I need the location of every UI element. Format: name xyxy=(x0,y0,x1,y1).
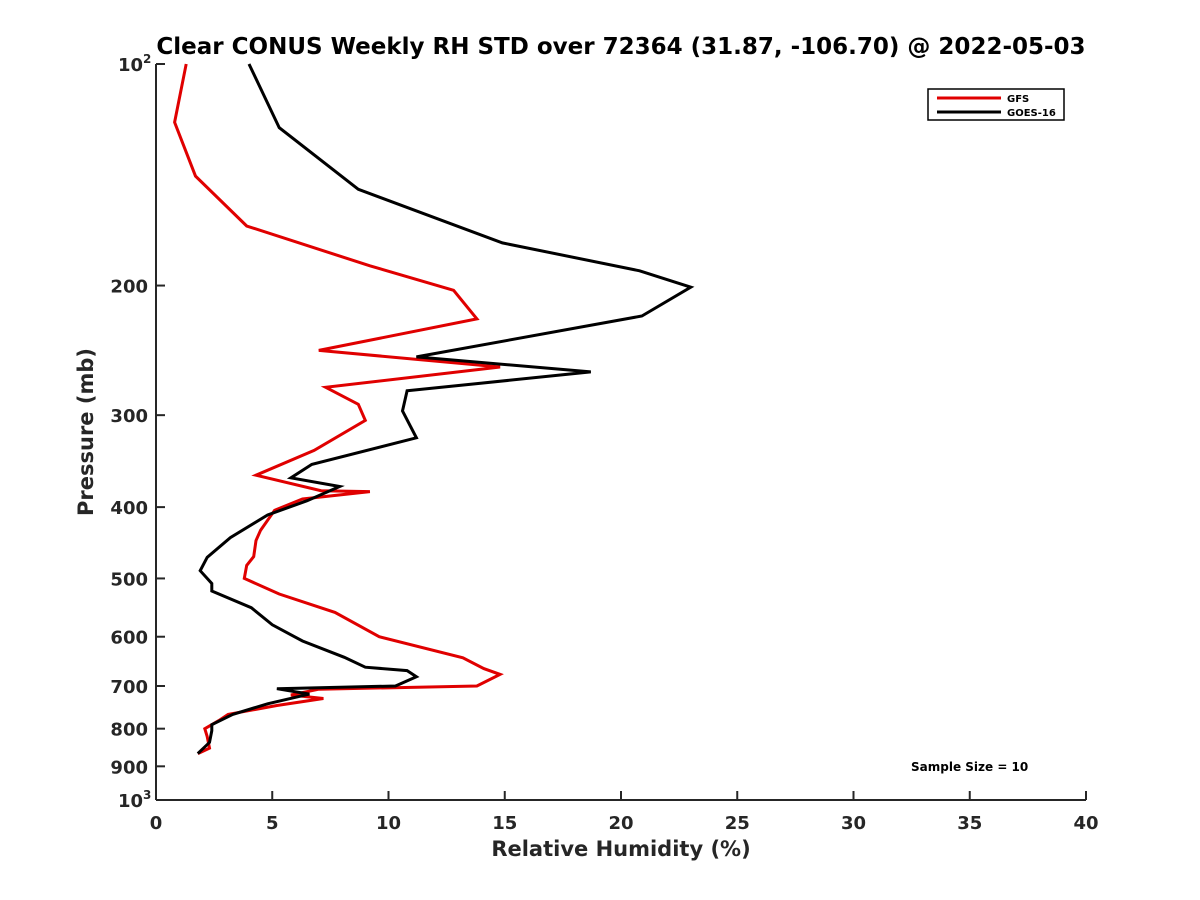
legend-box xyxy=(927,88,1065,121)
y-tick-exponent: 2 xyxy=(143,52,151,66)
x-tick-label: 10 xyxy=(376,813,401,834)
y-tick-label: 700 xyxy=(110,677,148,698)
legend-label: GFS xyxy=(1007,94,1029,105)
x-axis-ticks: 0 5 10 15 20 25 30 35 40 xyxy=(150,791,1099,834)
legend: GFS GOES-16 xyxy=(927,88,1065,121)
sample-size-annotation: Sample Size = 10 xyxy=(911,760,1028,774)
y-tick-label: 300 xyxy=(110,406,148,427)
y-tick-label: 10 xyxy=(118,791,143,812)
y-tick-exponent: 3 xyxy=(143,788,151,802)
y-tick-label: 900 xyxy=(110,757,148,778)
x-tick-label: 35 xyxy=(957,813,982,834)
y-tick-label: 800 xyxy=(110,720,148,741)
x-tick-label: 30 xyxy=(841,813,866,834)
x-tick-label: 20 xyxy=(608,813,633,834)
chart-title: Clear CONUS Weekly RH STD over 72364 (31… xyxy=(156,34,1085,60)
y-tick-label: 200 xyxy=(110,277,148,298)
x-tick-label: 5 xyxy=(266,813,279,834)
x-tick-label: 40 xyxy=(1073,813,1098,834)
x-tick-label: 15 xyxy=(492,813,517,834)
y-axis-title: Pressure (mb) xyxy=(74,348,98,516)
x-tick-label: 0 xyxy=(150,813,163,834)
y-tick-label: 400 xyxy=(110,498,148,519)
series-line-goes-16 xyxy=(196,63,695,755)
y-tick-label: 500 xyxy=(110,569,148,590)
series-line-gfs xyxy=(173,63,504,755)
x-axis-title: Relative Humidity (%) xyxy=(491,837,750,861)
x-tick-label: 25 xyxy=(725,813,750,834)
legend-label: GOES-16 xyxy=(1007,108,1056,119)
series-layer xyxy=(173,63,695,755)
y-tick-label: 600 xyxy=(110,628,148,649)
y-tick-label: 10 xyxy=(118,55,143,76)
